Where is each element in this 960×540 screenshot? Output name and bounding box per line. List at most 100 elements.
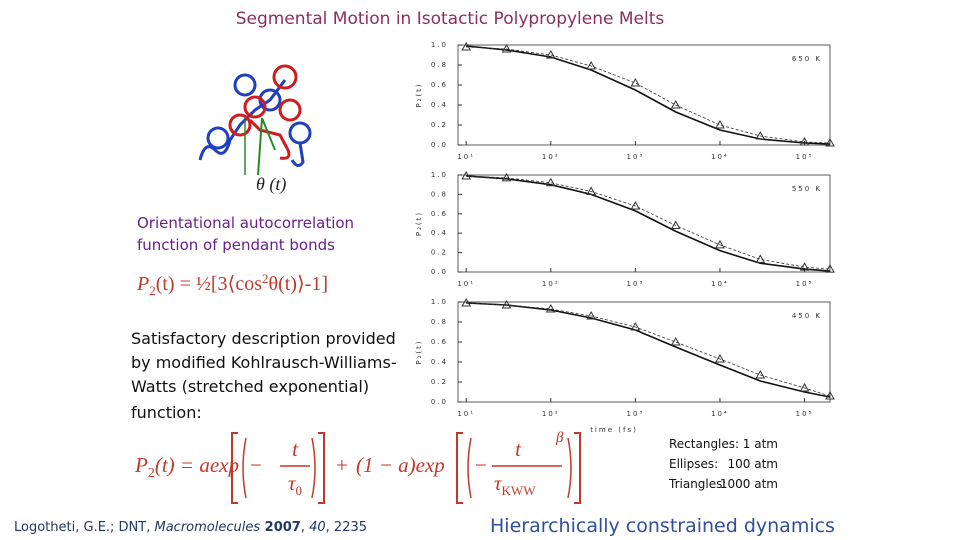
triangle-marker: [630, 77, 641, 87]
triangle-marker: [545, 303, 556, 313]
triangle-marker: [461, 297, 472, 307]
eq-part: (t) = ½[3⟨cos: [156, 273, 262, 295]
y-tick-label: 0.8: [431, 318, 448, 326]
bracket: [231, 432, 325, 504]
x-tick-label: 10²: [542, 153, 560, 161]
y-tick-label: 1.0: [431, 41, 448, 49]
triangle-marker: [501, 299, 512, 309]
x-tick-label: 10²: [542, 280, 560, 288]
diagram-label: θ (t): [256, 174, 286, 195]
y-tick-label: 0.2: [431, 249, 448, 257]
citation-year: 2007: [260, 520, 301, 535]
triangle-marker: [545, 177, 556, 187]
y-tick-label: 0.0: [431, 141, 448, 149]
y-axis-label: P₂(t): [415, 339, 423, 364]
citation-part: Logotheti, G.E.; DNT,: [14, 520, 155, 535]
series-line: [466, 302, 831, 397]
triangle-marker: [501, 43, 512, 53]
y-tick-label: 0.6: [431, 338, 448, 346]
y-tick-label: 0.4: [431, 358, 448, 366]
equation-2: P2(t) = aexp − t τ0 + (1 − a)exp − t τKW…: [134, 430, 581, 504]
y-tick-label: 0.4: [431, 101, 448, 109]
x-tick-label: 10³: [627, 280, 645, 288]
citation-part: ,: [301, 520, 309, 535]
triangle-marker: [586, 60, 597, 70]
eq-t: t: [515, 437, 522, 461]
triangle-marker: [501, 172, 512, 182]
bracket: [456, 432, 581, 504]
y-tick-label: 0.8: [431, 61, 448, 69]
triangle-marker: [799, 136, 810, 146]
eq-middle: (1 − a)exp: [356, 453, 445, 477]
molecule-diagram: [198, 64, 312, 176]
description: Orientational autocorrelation function o…: [137, 214, 354, 254]
eq-tau: τKWW: [494, 471, 536, 498]
series-line: [466, 46, 831, 144]
triangle-marker: [799, 262, 810, 271]
eq-minus: −: [250, 453, 262, 477]
triangle-marker: [586, 310, 597, 320]
x-tick-label: 10³: [627, 153, 645, 161]
triangle-marker: [545, 49, 556, 59]
x-tick-label: 10⁴: [711, 410, 729, 418]
kww-line: by modified Kohlrausch-Williams-: [131, 353, 397, 372]
paren: [467, 437, 572, 499]
description-line: Orientational autocorrelation: [137, 214, 354, 232]
eq-sub: 0: [296, 483, 303, 498]
x-tick-label: 10²: [542, 410, 560, 418]
triangle-marker: [461, 41, 472, 51]
kww-line: function:: [131, 403, 202, 422]
plot-frame: [457, 301, 831, 403]
series-line: [466, 175, 831, 270]
triangle-marker: [799, 382, 810, 392]
paren: [242, 437, 316, 499]
eq-sub: 2: [148, 466, 155, 481]
temperature-label: 650 K: [792, 55, 822, 63]
y-tick-label: 0.8: [431, 190, 448, 198]
equation-1: P2(t) = ½[3⟨cos2θ(t)⟩-1]: [136, 271, 328, 298]
triangle-marker: [825, 264, 835, 273]
y-tick-label: 0.0: [431, 268, 448, 276]
y-tick-label: 0.6: [431, 210, 448, 218]
legend-value: 1000 atm: [720, 477, 778, 491]
citation-volume: 40: [309, 520, 326, 535]
y-tick-label: 0.6: [431, 81, 448, 89]
triangle-marker: [755, 130, 766, 140]
plot-frame: [457, 174, 831, 273]
eq-sub: KWW: [502, 483, 537, 498]
x-tick-label: 10¹: [457, 410, 475, 418]
legend-key: Triangles:: [668, 477, 726, 491]
eq-tau: τ: [288, 471, 297, 495]
triangle-marker: [755, 369, 766, 379]
series-line: [466, 175, 831, 272]
y-tick-label: 0.2: [431, 378, 448, 386]
x-tick-label: 10⁴: [711, 153, 729, 161]
triangle-marker: [630, 321, 641, 331]
y-axis-label: P₂(t): [415, 82, 423, 107]
triangle-marker: [670, 336, 681, 346]
kww-text: Satisfactory description provided by mod…: [131, 329, 397, 422]
title: Segmental Motion in Isotactic Polypropyl…: [236, 9, 665, 29]
citation: Logotheti, G.E.; DNT, Macromolecules 200…: [14, 520, 367, 535]
eq-part: (t) = aexp: [155, 453, 239, 477]
triangle-marker: [586, 186, 597, 195]
x-tick-label: 10³: [627, 410, 645, 418]
legend-key: Rectangles:: [669, 437, 739, 451]
triangle-marker: [825, 390, 835, 400]
eq-sup: 2: [262, 271, 269, 286]
eq-part: θ(t)⟩-1]: [269, 273, 329, 295]
y-tick-label: 0.0: [431, 398, 448, 406]
triangle-marker: [630, 201, 641, 210]
eq-part: P: [136, 273, 149, 295]
triangle-marker: [715, 239, 725, 249]
y-tick-label: 1.0: [431, 171, 448, 179]
eq-part: P: [134, 453, 148, 477]
legend-value: 100 atm: [728, 457, 778, 471]
y-tick-label: 0.4: [431, 229, 448, 237]
x-tick-label: 10¹: [457, 280, 475, 288]
legend-key: Ellipses:: [669, 457, 718, 471]
legend-value: 1 atm: [743, 437, 778, 451]
triangle-marker: [670, 220, 681, 229]
kww-line: Satisfactory description provided: [131, 329, 396, 348]
